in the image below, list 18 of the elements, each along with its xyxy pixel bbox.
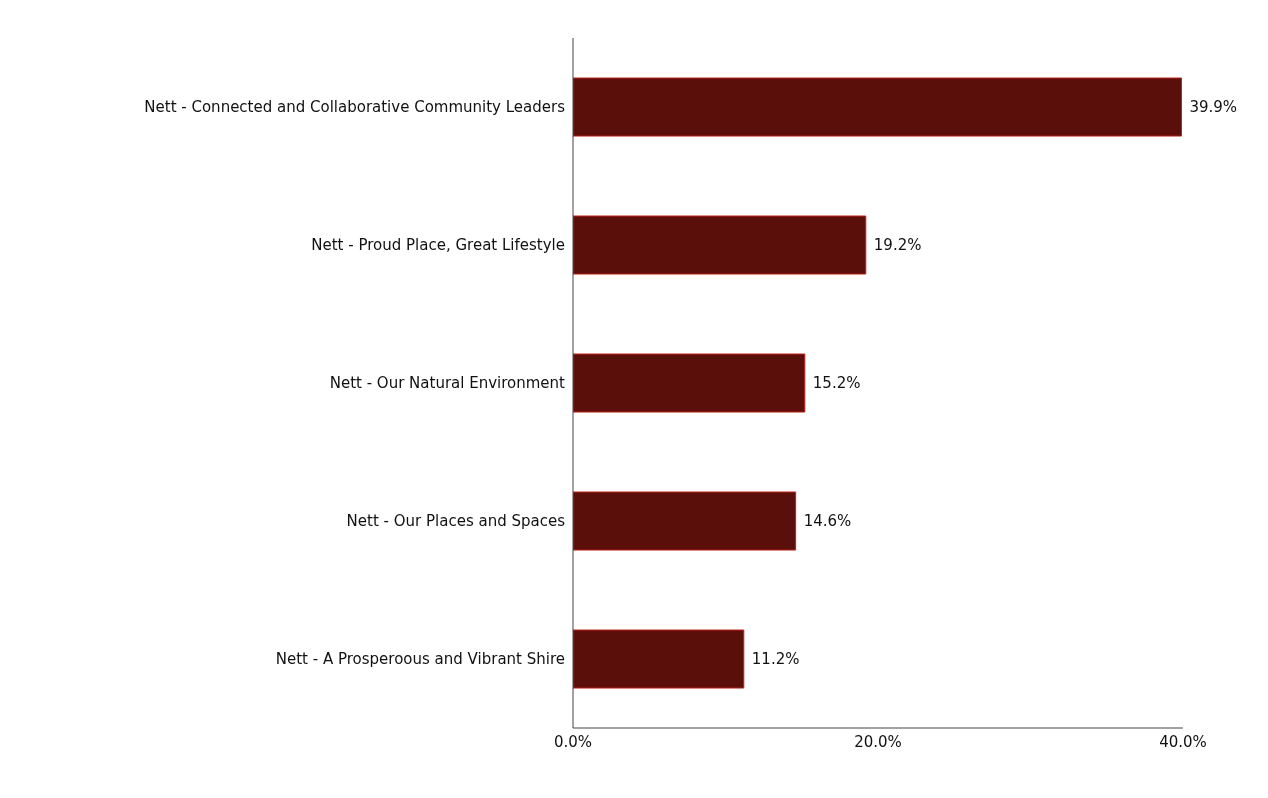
data-label: 19.2%	[873, 236, 922, 255]
data-label: 14.6%	[803, 512, 852, 531]
x-tick-label: 40.0%	[1159, 732, 1207, 751]
bar	[573, 629, 745, 689]
y-tick-label: Nett - Our Places and Spaces	[346, 512, 566, 531]
data-label: 11.2%	[751, 650, 800, 669]
bar	[573, 491, 797, 551]
bar	[573, 353, 806, 413]
y-tick-label: Nett - Connected and Collaborative Community Leaders	[144, 98, 566, 117]
data-label: 15.2%	[812, 374, 861, 393]
y-tick-label: Nett - Proud Place, Great Lifestyle	[311, 236, 565, 255]
x-tick-label: 20.0%	[854, 732, 902, 751]
x-tick-label: 0.0%	[553, 732, 593, 751]
data-label: 39.9%	[1189, 98, 1238, 117]
y-tick-label: Nett - A Prosperoous and Vibrant Shire	[275, 650, 565, 669]
y-tick-label: Nett - Our Natural Environment	[329, 374, 566, 393]
bar	[573, 77, 1182, 137]
bar	[573, 215, 867, 275]
